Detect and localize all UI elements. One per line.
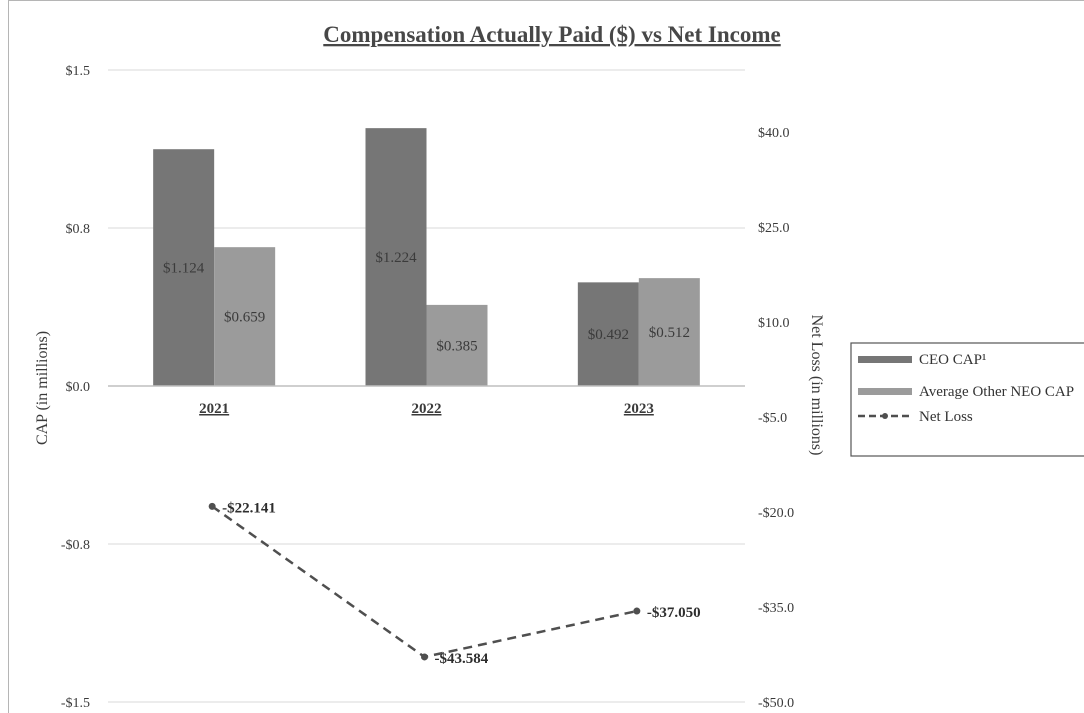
left-tick-label: -$0.8 xyxy=(61,538,90,553)
left-tick-label: $1.5 xyxy=(66,64,91,79)
left-axis-ticks: $1.5 $0.8 $0.0 -$0.8 -$1.5 xyxy=(61,64,90,711)
bar-avg-neo-cap-2021 xyxy=(214,247,276,386)
category-labels: 2021 2022 2023 xyxy=(199,401,654,417)
category-label: 2023 xyxy=(624,401,654,417)
right-tick-label: -$5.0 xyxy=(758,411,787,426)
legend-swatch-ceo-cap xyxy=(858,356,912,363)
chart-title: Compensation Actually Paid ($) vs Net In… xyxy=(323,22,780,47)
bar-ceo-cap-2022 xyxy=(365,128,427,387)
data-label: $0.492 xyxy=(588,327,629,343)
left-tick-label: $0.8 xyxy=(66,222,91,237)
legend-marker-net-loss xyxy=(882,413,888,419)
legend-label-avg-neo-cap: Average Other NEO CAP xyxy=(919,384,1074,400)
data-label: $0.659 xyxy=(224,310,265,326)
legend-label-ceo-cap: CEO CAP¹ xyxy=(919,352,986,368)
right-tick-label: $40.0 xyxy=(758,126,790,141)
net-loss-point xyxy=(633,607,641,615)
bar-avg-neo-cap-2023 xyxy=(638,278,700,386)
bar-ceo-cap-2023 xyxy=(577,282,639,386)
right-tick-label: $10.0 xyxy=(758,316,790,331)
category-label: 2022 xyxy=(412,401,442,417)
bar-avg-neo-cap-2022 xyxy=(426,304,488,386)
right-axis-title: Net Loss (in millions) xyxy=(808,315,825,456)
net-loss-label: -$37.050 xyxy=(647,605,701,621)
data-label: $0.385 xyxy=(436,338,477,354)
legend-label-net-loss: Net Loss xyxy=(919,409,973,425)
legend: CEO CAP¹ Average Other NEO CAP Net Loss xyxy=(850,342,1084,457)
bars xyxy=(153,128,700,387)
data-label: $1.224 xyxy=(375,250,417,266)
right-tick-label: -$50.0 xyxy=(758,696,794,711)
legend-swatch-avg-neo-cap xyxy=(858,388,912,395)
category-label: 2021 xyxy=(199,401,229,417)
data-label: $1.124 xyxy=(163,261,205,277)
bar-labels: $1.124 $0.659 $1.224 $0.385 $0.492 $0.512 xyxy=(163,250,690,354)
net-loss-series: -$22.141 -$43.584 -$37.050 xyxy=(208,500,701,667)
net-loss-point xyxy=(421,653,428,661)
left-axis-title: CAP (in millions) xyxy=(34,331,51,445)
right-tick-label: -$20.0 xyxy=(758,506,794,521)
net-loss-label: -$43.584 xyxy=(435,651,489,667)
bar-ceo-cap-2021 xyxy=(153,149,215,386)
left-tick-label: -$1.5 xyxy=(61,696,90,711)
right-tick-label: $25.0 xyxy=(758,221,790,236)
net-loss-line xyxy=(211,505,638,659)
left-tick-label: $0.0 xyxy=(66,380,91,395)
data-label: $0.512 xyxy=(649,325,690,341)
right-axis-ticks: $40.0 $25.0 $10.0 -$5.0 -$20.0 -$35.0 -$50.0 xyxy=(758,126,794,711)
chart-frame xyxy=(8,0,1084,713)
net-loss-point xyxy=(208,502,216,510)
right-tick-label: -$35.0 xyxy=(758,601,794,616)
net-loss-label: -$22.141 xyxy=(222,500,276,516)
